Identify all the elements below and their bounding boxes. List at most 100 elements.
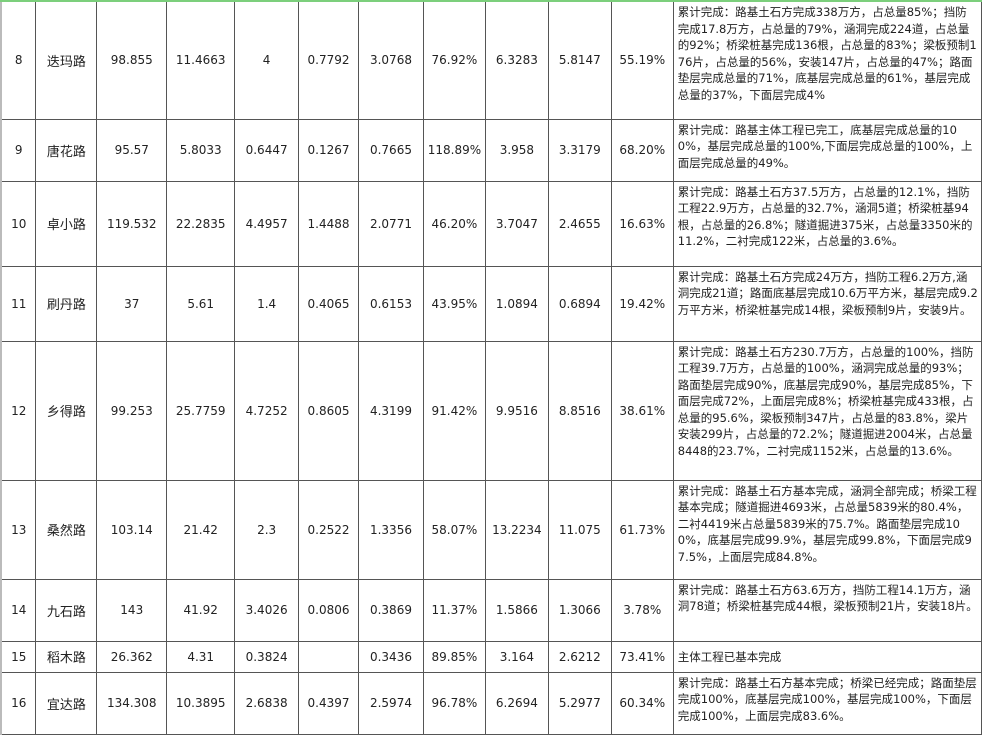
value-8-cell[interactable]: 1.3066	[547, 578, 612, 642]
value-8-cell[interactable]: 2.4655	[547, 180, 612, 267]
road-name-cell[interactable]: 乡得路	[35, 340, 98, 481]
percent-1-cell[interactable]: 76.92%	[422, 0, 486, 120]
row-number-cell[interactable]: 11	[0, 265, 37, 342]
value-5-cell[interactable]: 2.5974	[358, 671, 424, 735]
value-4-cell[interactable]: 0.7792	[298, 0, 360, 120]
value-5-cell[interactable]: 2.0771	[358, 180, 424, 267]
progress-description-cell[interactable]: 累计完成：路基土石方230.7万方，占总量的100%，挡防工程39.7万方，占总…	[672, 340, 982, 481]
row-number-cell[interactable]: 10	[0, 180, 37, 267]
value-5-cell[interactable]: 0.7665	[358, 118, 424, 182]
value-4-cell[interactable]: 0.8605	[298, 340, 360, 481]
road-name-cell[interactable]: 唐花路	[35, 118, 98, 182]
row-number-cell[interactable]: 9	[0, 118, 37, 182]
value-2-cell[interactable]: 21.42	[166, 479, 236, 580]
value-8-cell[interactable]: 5.2977	[547, 671, 612, 735]
value-7-cell[interactable]: 9.9516	[484, 340, 549, 481]
progress-description-cell[interactable]: 主体工程已基本完成	[672, 640, 982, 673]
percent-1-cell[interactable]: 89.85%	[422, 640, 486, 673]
percent-1-cell[interactable]: 96.78%	[422, 671, 486, 735]
value-3-cell[interactable]: 4.7252	[234, 340, 300, 481]
value-3-cell[interactable]: 2.6838	[234, 671, 300, 735]
progress-description-cell[interactable]: 累计完成：路基土石方完成24万方，挡防工程6.2万方,涵洞完成21道；路面底基层…	[672, 265, 982, 342]
progress-description-cell[interactable]: 累计完成：路基土石方完成338万方，占总量85%；挡防完成17.8万方，占总量的…	[672, 0, 982, 120]
value-1-cell[interactable]: 95.57	[96, 118, 168, 182]
value-4-cell[interactable]: 0.0806	[298, 578, 360, 642]
row-number-cell[interactable]: 15	[0, 640, 37, 673]
value-7-cell[interactable]: 13.2234	[484, 479, 549, 580]
value-1-cell[interactable]: 98.855	[96, 0, 168, 120]
percent-2-cell[interactable]: 60.34%	[610, 671, 674, 735]
percent-2-cell[interactable]: 3.78%	[610, 578, 674, 642]
percent-1-cell[interactable]: 11.37%	[422, 578, 486, 642]
value-2-cell[interactable]: 5.8033	[166, 118, 236, 182]
progress-description-cell[interactable]: 累计完成：路基土石方63.6万方，挡防工程14.1万方，涵洞78道；桥梁桩基完成…	[672, 578, 982, 642]
value-8-cell[interactable]: 8.8516	[547, 340, 612, 481]
value-1-cell[interactable]: 103.14	[96, 479, 168, 580]
value-4-cell[interactable]: 0.2522	[298, 479, 360, 580]
value-5-cell[interactable]: 1.3356	[358, 479, 424, 580]
value-2-cell[interactable]: 11.4663	[166, 0, 236, 120]
progress-description-cell[interactable]: 累计完成：路基主体工程已完工，底基层完成总量的100%，基层完成总量的100%,…	[672, 118, 982, 182]
value-8-cell[interactable]: 0.6894	[547, 265, 612, 342]
row-number-cell[interactable]: 16	[0, 671, 37, 735]
value-2-cell[interactable]: 5.61	[166, 265, 236, 342]
value-3-cell[interactable]: 2.3	[234, 479, 300, 580]
percent-1-cell[interactable]: 43.95%	[422, 265, 486, 342]
road-name-cell[interactable]: 卓小路	[35, 180, 98, 267]
progress-description-cell[interactable]: 累计完成：路基土石方基本完成，涵洞全部完成；桥梁工程基本完成；隧道掘进4693米…	[672, 479, 982, 580]
percent-2-cell[interactable]: 38.61%	[610, 340, 674, 481]
value-7-cell[interactable]: 6.2694	[484, 671, 549, 735]
value-2-cell[interactable]: 22.2835	[166, 180, 236, 267]
progress-description-cell[interactable]: 累计完成：路基土石方37.5万方，占总量的12.1%，挡防工程22.9万方，占总…	[672, 180, 982, 267]
value-2-cell[interactable]: 4.31	[166, 640, 236, 673]
value-3-cell[interactable]: 4.4957	[234, 180, 300, 267]
value-5-cell[interactable]: 3.0768	[358, 0, 424, 120]
row-number-cell[interactable]: 12	[0, 340, 37, 481]
percent-1-cell[interactable]: 58.07%	[422, 479, 486, 580]
value-3-cell[interactable]: 3.4026	[234, 578, 300, 642]
value-4-cell[interactable]	[298, 640, 360, 673]
value-7-cell[interactable]: 6.3283	[484, 0, 549, 120]
value-7-cell[interactable]: 3.164	[484, 640, 549, 673]
percent-2-cell[interactable]: 73.41%	[610, 640, 674, 673]
value-2-cell[interactable]: 41.92	[166, 578, 236, 642]
value-2-cell[interactable]: 10.3895	[166, 671, 236, 735]
percent-1-cell[interactable]: 46.20%	[422, 180, 486, 267]
percent-2-cell[interactable]: 68.20%	[610, 118, 674, 182]
value-8-cell[interactable]: 5.8147	[547, 0, 612, 120]
value-1-cell[interactable]: 99.253	[96, 340, 168, 481]
value-8-cell[interactable]: 11.075	[547, 479, 612, 580]
value-4-cell[interactable]: 0.4065	[298, 265, 360, 342]
value-3-cell[interactable]: 4	[234, 0, 300, 120]
row-number-cell[interactable]: 8	[0, 0, 37, 120]
road-name-cell[interactable]: 桑然路	[35, 479, 98, 580]
value-5-cell[interactable]: 4.3199	[358, 340, 424, 481]
road-name-cell[interactable]: 宜达路	[35, 671, 98, 735]
percent-2-cell[interactable]: 61.73%	[610, 479, 674, 580]
value-2-cell[interactable]: 25.7759	[166, 340, 236, 481]
value-4-cell[interactable]: 0.4397	[298, 671, 360, 735]
percent-2-cell[interactable]: 19.42%	[610, 265, 674, 342]
road-name-cell[interactable]: 稻木路	[35, 640, 98, 673]
value-4-cell[interactable]: 1.4488	[298, 180, 360, 267]
row-number-cell[interactable]: 14	[0, 578, 37, 642]
value-1-cell[interactable]: 26.362	[96, 640, 168, 673]
value-8-cell[interactable]: 2.6212	[547, 640, 612, 673]
value-5-cell[interactable]: 0.6153	[358, 265, 424, 342]
road-name-cell[interactable]: 九石路	[35, 578, 98, 642]
road-name-cell[interactable]: 迭玛路	[35, 0, 98, 120]
value-1-cell[interactable]: 143	[96, 578, 168, 642]
value-7-cell[interactable]: 1.5866	[484, 578, 549, 642]
row-number-cell[interactable]: 13	[0, 479, 37, 580]
value-4-cell[interactable]: 0.1267	[298, 118, 360, 182]
value-7-cell[interactable]: 3.958	[484, 118, 549, 182]
value-3-cell[interactable]: 0.6447	[234, 118, 300, 182]
value-1-cell[interactable]: 119.532	[96, 180, 168, 267]
road-name-cell[interactable]: 刷丹路	[35, 265, 98, 342]
value-3-cell[interactable]: 0.3824	[234, 640, 300, 673]
progress-description-cell[interactable]: 累计完成：路基土石方基本完成；桥梁已经完成；路面垫层完成100%，底基层完成10…	[672, 671, 982, 735]
percent-2-cell[interactable]: 55.19%	[610, 0, 674, 120]
percent-1-cell[interactable]: 91.42%	[422, 340, 486, 481]
value-5-cell[interactable]: 0.3869	[358, 578, 424, 642]
value-1-cell[interactable]: 134.308	[96, 671, 168, 735]
